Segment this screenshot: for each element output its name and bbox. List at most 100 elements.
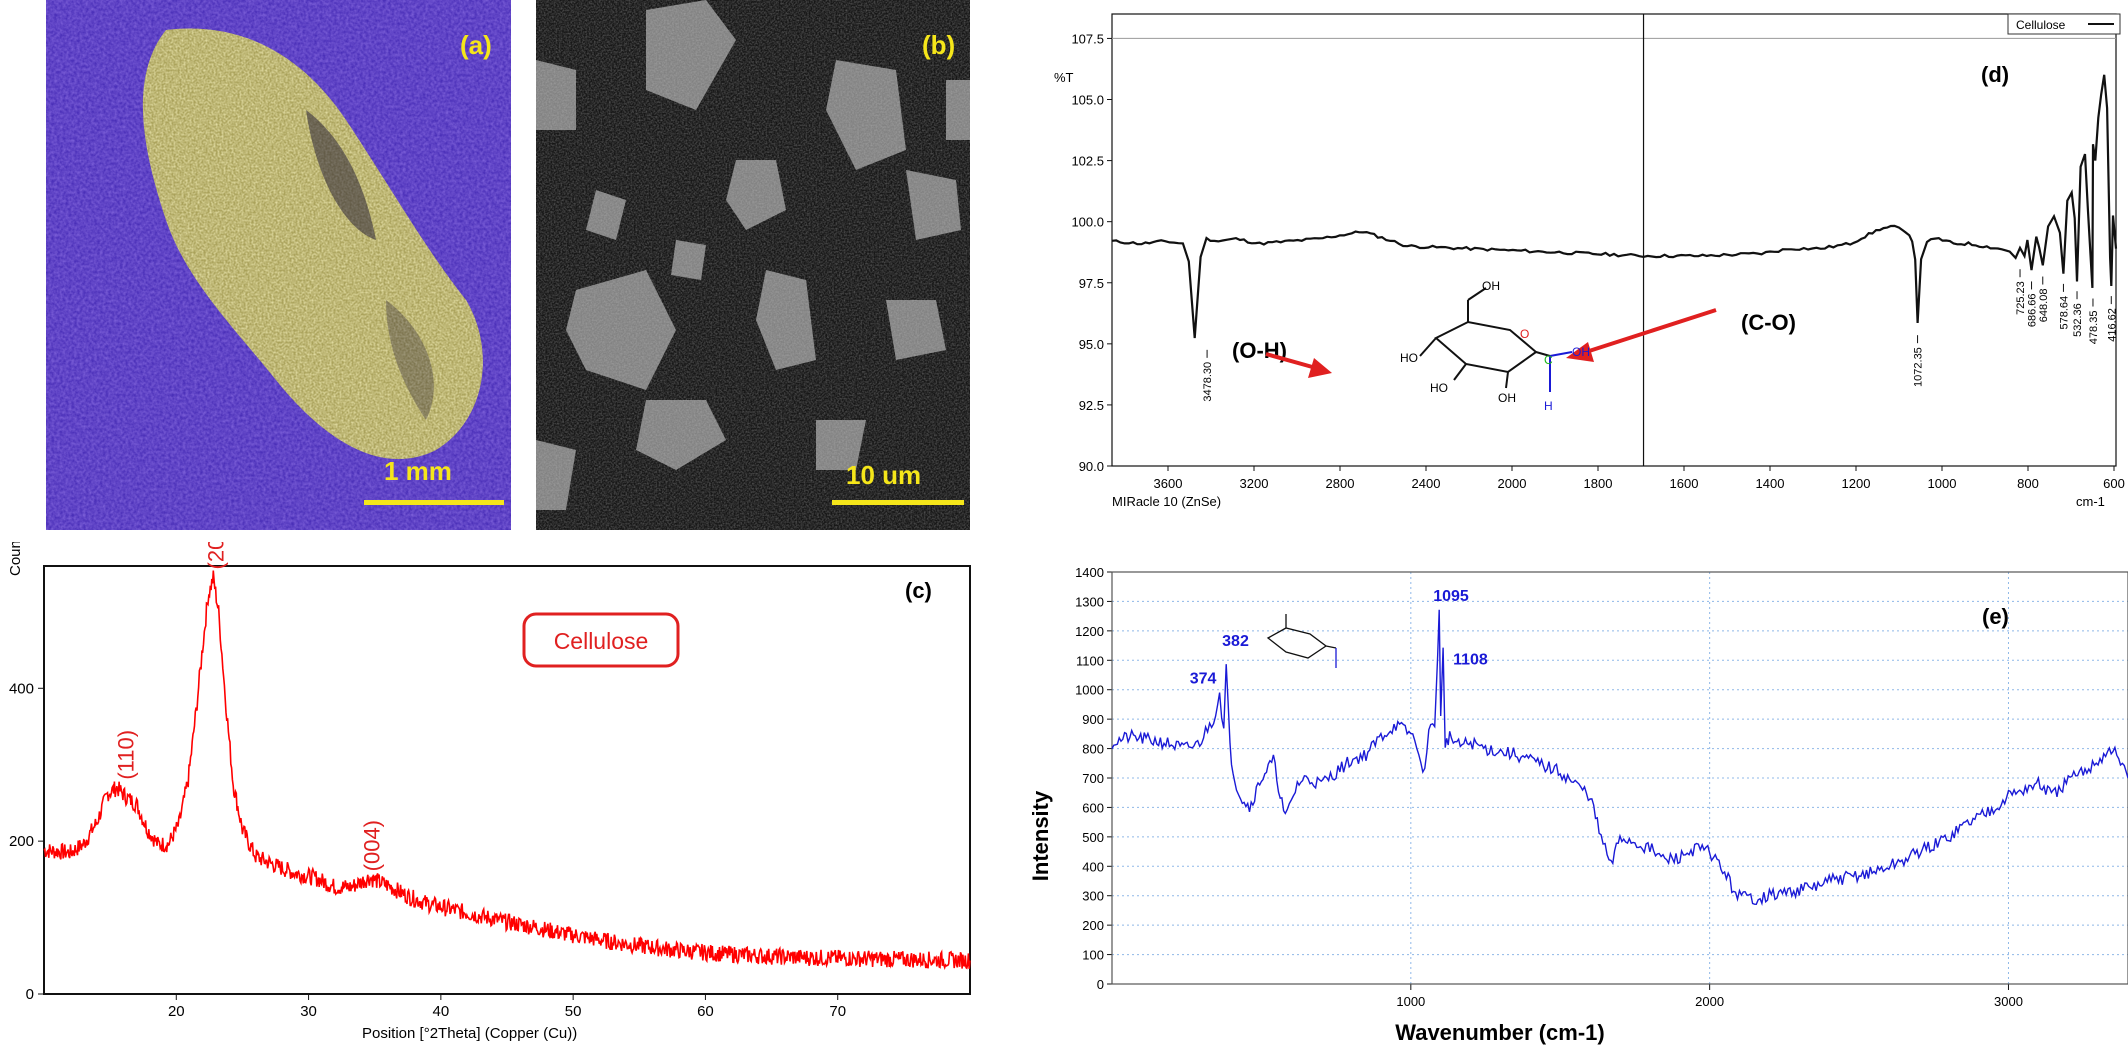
micrograph-b-image <box>536 0 970 530</box>
micrograph-a: (a) 1 mm <box>46 0 511 530</box>
raman-x-tick-label: 3000 <box>1994 994 2023 1009</box>
co-arrow-head <box>1566 342 1594 362</box>
svg-text:HO: HO <box>1430 381 1448 395</box>
svg-text:OH: OH <box>1482 279 1500 293</box>
raman-y-tick-label: 1100 <box>1076 653 1104 668</box>
micrograph-b: (b) 10 um <box>536 0 970 530</box>
xrd-y-tick-label: 200 <box>9 833 34 850</box>
ftir-x-tick-label: 2000 <box>1498 476 1527 491</box>
raman-y-tick-label: 100 <box>1082 948 1104 963</box>
raman-y-tick-label: 900 <box>1082 712 1104 727</box>
svg-text:HO: HO <box>1400 351 1418 365</box>
raman-y-tick-label: 200 <box>1082 918 1104 933</box>
panel-label-a: (a) <box>460 30 492 60</box>
raman-y-tick-label: 400 <box>1082 859 1104 874</box>
ftir-peak-label: 648.08 <box>2038 289 2050 323</box>
ftir-x-tick-label: 3200 <box>1240 476 1269 491</box>
ftir-x-tick-label: 2800 <box>1326 476 1355 491</box>
panel-label-c: (c) <box>905 578 932 603</box>
xrd-series-line <box>43 570 971 970</box>
ftir-y-tick-label: 105.0 <box>1071 93 1104 108</box>
panel-label-b: (b) <box>922 30 956 60</box>
raman-x-axis-label: Wavenumber (cm-1) <box>1395 1020 1604 1045</box>
xrd-peak-label: (110) <box>113 730 138 780</box>
ftir-peak-label: 478.35 <box>2088 311 2100 345</box>
raman-y-tick-label: 800 <box>1082 742 1104 757</box>
svg-text:C: C <box>1544 353 1553 367</box>
ftir-peak-label: 686.66 <box>2027 293 2039 327</box>
raman-y-tick-label: 1200 <box>1075 624 1104 639</box>
ftir-x-tick-label: 600 <box>2103 476 2125 491</box>
raman-plot-frame <box>1111 571 2128 985</box>
xrd-x-tick-label: 20 <box>168 1003 185 1020</box>
xrd-x-axis-label: Position [°2Theta] (Copper (Cu)) <box>362 1025 577 1042</box>
ftir-x-tick-label: 1400 <box>1756 476 1785 491</box>
ftir-y-tick-label: 102.5 <box>1071 154 1104 169</box>
xrd-y-tick-label: 0 <box>26 986 34 1003</box>
ftir-x-tick-label: 800 <box>2017 476 2039 491</box>
ftir-accessory-label: MIRacle 10 (ZnSe) <box>1112 494 1221 509</box>
xrd-legend-label: Cellulose <box>554 628 649 654</box>
raman-peak-label: 374 <box>1190 671 1217 688</box>
ftir-y-tick-label: 100.0 <box>1071 215 1104 230</box>
xrd-chart: 20 30 40 50 60 70 0 200 400 (110) (200) (004) Count… <box>7 542 971 1042</box>
ftir-plot-frame <box>1111 13 2117 467</box>
raman-y-tick-label: 700 <box>1082 771 1104 786</box>
raman-y-tick-label: 300 <box>1082 889 1104 904</box>
ftir-x-tick-label: 1600 <box>1670 476 1699 491</box>
svg-text:H: H <box>1544 399 1553 413</box>
ftir-peak-label: 578.64 <box>2058 296 2070 330</box>
scale-bar-b <box>832 500 964 505</box>
ftir-series-line <box>1111 74 2118 339</box>
raman-y-axis-label: Intensity <box>1028 790 1053 881</box>
raman-y-tick-label: 600 <box>1082 800 1104 815</box>
ftir-y-tick-label: 92.5 <box>1079 398 1104 413</box>
xrd-x-tick-label: 50 <box>565 1003 582 1020</box>
co-arrow-shaft <box>1585 308 1717 354</box>
raman-peak-label: 1108 <box>1453 651 1488 668</box>
svg-text:O: O <box>1520 327 1529 341</box>
raman-series-line <box>1111 609 2128 907</box>
ftir-x-tick-label: 3600 <box>1154 476 1183 491</box>
ftir-legend <box>2007 13 2121 35</box>
xrd-peak-label: (004) <box>359 820 384 871</box>
xrd-y-axis-label: Counts <box>7 542 24 576</box>
xrd-x-tick-label: 40 <box>433 1003 450 1020</box>
scale-bar-label-a: 1 mm <box>384 456 452 486</box>
xrd-x-tick-label: 70 <box>829 1003 846 1020</box>
raman-y-tick-label: 0 <box>1097 977 1104 992</box>
scale-bar-a <box>364 500 504 505</box>
raman-chart: 0 100 200 300 400 500 600 700 800 900 1000 1100 1200… <box>1028 565 2128 1045</box>
xrd-legend-box <box>522 612 680 668</box>
xrd-peak-label: (200) <box>203 542 228 569</box>
ftir-chart: 3600 3200 2800 2400 2000 1800 1600 1400 1200 1000… <box>1054 13 2125 509</box>
ftir-x-tick-label: 1000 <box>1928 476 1957 491</box>
raman-y-tick-label: 500 <box>1082 830 1104 845</box>
ftir-y-tick-label: 95.0 <box>1079 337 1104 352</box>
raman-peak-label: 382 <box>1222 633 1249 650</box>
raman-y-tick-label: 1000 <box>1075 683 1104 698</box>
ftir-x-tick-label: 2400 <box>1412 476 1441 491</box>
ftir-x-tick-label: 1200 <box>1842 476 1871 491</box>
glucose-structure-labels: OH O HO HO OH C OH H <box>1400 279 1590 413</box>
raman-glucose-structure-icon <box>1266 614 1337 668</box>
ftir-peak-label: 416.62 <box>2106 308 2118 342</box>
glucose-structure-icon <box>1419 287 1573 392</box>
oh-arrow-shaft <box>1265 352 1317 370</box>
raman-x-tick-label: 1000 <box>1396 994 1425 1009</box>
xrd-plot-frame <box>43 565 971 995</box>
xrd-y-tick-label: 400 <box>9 680 34 697</box>
panel-label-d: (d) <box>1981 62 2009 87</box>
ftir-y-axis-label: %T <box>1054 70 1074 85</box>
ftir-peak-label: 1072.35 <box>1913 347 1925 387</box>
raman-x-tick-label: 2000 <box>1695 994 1724 1009</box>
ftir-legend-label: Cellulose <box>2016 18 2066 32</box>
raman-y-tick-label: 1400 <box>1075 565 1104 580</box>
ftir-x-tick-label: 1800 <box>1584 476 1613 491</box>
ftir-peak-label: 725.23 <box>2015 281 2027 315</box>
panel-label-e: (e) <box>1982 604 2009 629</box>
scale-bar-label-b: 10 um <box>846 460 922 490</box>
micrograph-a-image <box>46 0 511 530</box>
ftir-x-axis-label: cm-1 <box>2076 494 2105 509</box>
oh-arrow-head <box>1308 358 1332 378</box>
